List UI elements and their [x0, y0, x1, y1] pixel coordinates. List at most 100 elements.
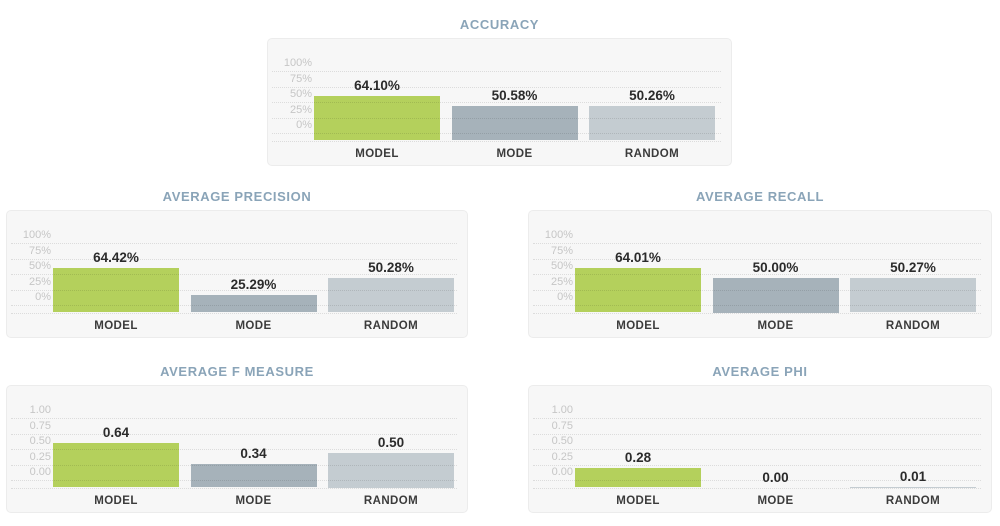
gridline	[11, 433, 457, 435]
x-category-label-random: RANDOM	[363, 320, 419, 332]
y-tick-label: 100%	[283, 57, 312, 69]
x-category-label-mode: MODE	[757, 320, 794, 332]
y-tick-label: 0%	[296, 119, 312, 131]
bar-value-label: 50.28%	[368, 259, 414, 275]
y-tick-label: 0.00	[551, 466, 573, 478]
x-category-label-model: MODEL	[94, 495, 138, 507]
y-tick-label: 0.25	[551, 450, 573, 463]
x-category-label-random: RANDOM	[885, 495, 941, 507]
bar-value-label: 64.42%	[93, 250, 139, 266]
x-category-label-random: RANDOM	[624, 148, 680, 160]
y-tick-label: 0%	[35, 291, 51, 303]
gridline	[533, 464, 981, 466]
bar-random	[328, 277, 454, 313]
chart-title-average-recall: AVERAGE RECALL	[695, 189, 825, 204]
y-tick-label: 50%	[289, 88, 312, 100]
x-category-label-random: RANDOM	[885, 320, 941, 332]
bar-model	[314, 96, 440, 141]
bar-mode	[190, 295, 317, 313]
gridline	[11, 418, 457, 419]
bar-value-label: 0.34	[240, 446, 267, 462]
y-tick-label: 0.75	[551, 419, 573, 432]
bar-model	[575, 468, 701, 488]
x-category-label-random: RANDOM	[363, 495, 419, 507]
chart-panel-average-phi: AVERAGE PHI 1.00 0.75 0.50 0.25 0.00 0.28 MODEL…	[528, 364, 992, 513]
gridline-floor	[533, 487, 981, 489]
bar-value-label: 0.50	[377, 435, 405, 450]
x-category-label-model: MODEL	[616, 320, 660, 332]
chart-title-average-precision: AVERAGE PRECISION	[162, 189, 312, 204]
bar-mode	[451, 105, 578, 141]
gridline	[11, 289, 457, 291]
gridline	[533, 274, 981, 275]
bar-value-label: 64.10%	[354, 78, 400, 94]
gridline	[533, 305, 981, 306]
bar-value-label: 0.00	[762, 469, 789, 485]
gridline	[272, 102, 721, 103]
chart-panel-average-recall: AVERAGE RECALL 100% 75% 50% 25% 0% 64.01% MODEL…	[528, 189, 992, 338]
bar-random	[589, 105, 715, 141]
gridline	[533, 449, 981, 450]
gridline	[533, 480, 981, 481]
bar-model	[575, 268, 701, 313]
y-tick-label: 100%	[544, 229, 573, 241]
gridline	[533, 258, 981, 260]
y-tick-label: 0%	[557, 291, 573, 303]
bar-random	[850, 486, 976, 488]
bar-model	[53, 268, 179, 313]
gridline	[272, 71, 721, 72]
chart-title-average-f-measure: AVERAGE F MEASURE	[160, 364, 314, 379]
gridline	[11, 449, 457, 450]
bar-value-label: 64.01%	[615, 250, 661, 266]
y-tick-label: 1.00	[29, 404, 51, 416]
bar-value-label: 0.01	[899, 468, 927, 484]
y-tick-label: 75%	[550, 244, 573, 257]
gridline	[533, 289, 981, 291]
y-tick-label: 75%	[289, 72, 312, 85]
y-tick-label: 25%	[289, 103, 312, 116]
gridline	[272, 117, 721, 119]
x-category-label-mode: MODE	[235, 320, 272, 332]
bar-value-label: 0.28	[624, 450, 652, 466]
gridline-floor	[11, 312, 457, 314]
chart-panel-average-f-measure: AVERAGE F MEASURE 1.00 0.75 0.50 0.25 0.00 0.6…	[6, 364, 468, 513]
gridline	[533, 418, 981, 419]
bar-value-label: 0.64	[102, 425, 130, 441]
gridline	[11, 464, 457, 466]
gridline	[533, 433, 981, 435]
y-tick-label: 25%	[28, 275, 51, 288]
y-tick-label: 0.75	[29, 419, 51, 432]
bar-mode	[190, 464, 317, 488]
bar-value-label: 25.29%	[230, 277, 277, 293]
x-category-label-model: MODEL	[616, 495, 660, 507]
gridline	[11, 258, 457, 260]
y-tick-label: 100%	[22, 229, 51, 241]
bar-value-label: 50.58%	[491, 87, 538, 103]
x-category-label-mode: MODE	[235, 495, 272, 507]
gridline-floor	[11, 487, 457, 489]
gridline-floor	[533, 312, 981, 314]
chart-panel-average-precision: AVERAGE PRECISION 100% 75% 50% 25% 0% 64.42% MO…	[6, 189, 468, 338]
gridline	[11, 243, 457, 244]
gridline	[272, 86, 721, 88]
bar-value-label: 50.27%	[890, 259, 936, 275]
y-tick-label: 0.50	[29, 435, 51, 447]
y-tick-label: 25%	[550, 275, 573, 288]
chart-title-accuracy: ACCURACY	[459, 17, 540, 32]
x-category-label-mode: MODE	[496, 148, 533, 160]
x-category-label-model: MODEL	[94, 320, 138, 332]
x-category-label-model: MODEL	[355, 148, 399, 160]
y-tick-label: 75%	[28, 244, 51, 257]
y-tick-label: 0.50	[551, 435, 573, 447]
bar-model	[53, 443, 179, 488]
gridline	[272, 133, 721, 134]
bar-random	[328, 453, 454, 488]
gridline	[11, 480, 457, 481]
chart-title-average-phi: AVERAGE PHI	[712, 364, 808, 379]
x-category-label-mode: MODE	[757, 495, 794, 507]
y-tick-label: 0.00	[29, 466, 51, 478]
y-tick-label: 50%	[550, 260, 573, 272]
bar-mode	[712, 278, 839, 313]
gridline-floor	[272, 140, 721, 142]
gridline	[11, 274, 457, 275]
